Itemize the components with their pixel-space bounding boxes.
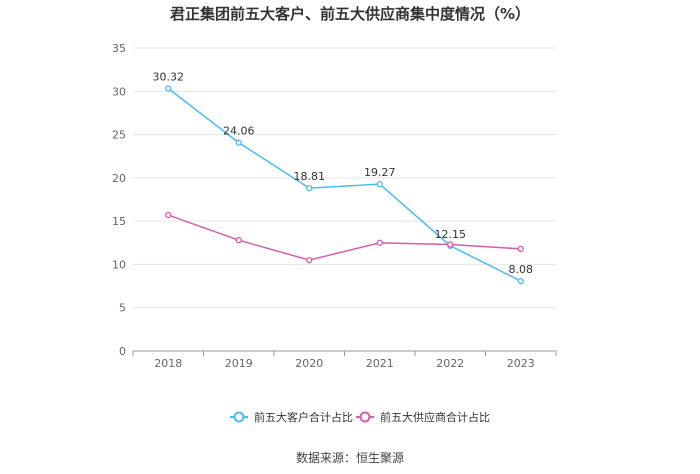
series-2-point: [306, 256, 313, 264]
y-tick-label: 25: [112, 129, 126, 142]
series-1-point: [165, 85, 172, 92]
x-tick-label: 2018: [154, 357, 182, 370]
legend-item-2: 前五大供应商合计占比: [356, 410, 490, 424]
y-tick-label: 10: [112, 258, 126, 271]
legend-item-1: 前五大客户合计占比: [230, 410, 353, 424]
chart-title: 君正集团前五大客户、前五大供应商集中度情况（%）: [169, 5, 531, 23]
series-2-point: [235, 237, 242, 244]
y-tick-label: 0: [119, 345, 126, 358]
series-2-point: [447, 241, 454, 248]
legend-label: 前五大客户合计占比: [254, 410, 353, 424]
data-label: 19.27: [364, 166, 396, 179]
series-1-point: [306, 185, 313, 192]
x-tick-label: 2020: [295, 357, 323, 370]
data-source: 数据来源：恒生聚源: [295, 451, 404, 465]
series-1-point: [376, 181, 383, 188]
data-label: 8.08: [509, 263, 534, 276]
y-tick-label: 35: [112, 42, 126, 55]
x-tick-label: 2021: [366, 357, 394, 370]
series-2-point: [165, 211, 172, 219]
data-label: 30.32: [153, 71, 185, 84]
series-1-point: [235, 139, 242, 146]
x-tick-label: 2022: [436, 357, 464, 370]
y-tick-label: 5: [119, 302, 126, 315]
legend-marker: [233, 411, 245, 423]
series-line-2: [167, 214, 521, 261]
data-label: 12.15: [435, 228, 467, 241]
x-tick-label: 2023: [507, 357, 535, 370]
series-1-point: [517, 277, 524, 285]
series-2-point: [376, 239, 383, 246]
series-2-point: [517, 245, 524, 252]
x-tick-label: 2019: [225, 357, 253, 370]
data-label: 24.06: [223, 125, 255, 138]
legend-marker: [359, 411, 371, 423]
data-label: 18.81: [294, 170, 326, 183]
y-tick-label: 15: [112, 215, 126, 228]
y-tick-label: 30: [112, 85, 126, 98]
legend-label: 前五大供应商合计占比: [380, 410, 490, 424]
series-line-1: [167, 87, 522, 282]
y-tick-label: 20: [112, 172, 126, 185]
